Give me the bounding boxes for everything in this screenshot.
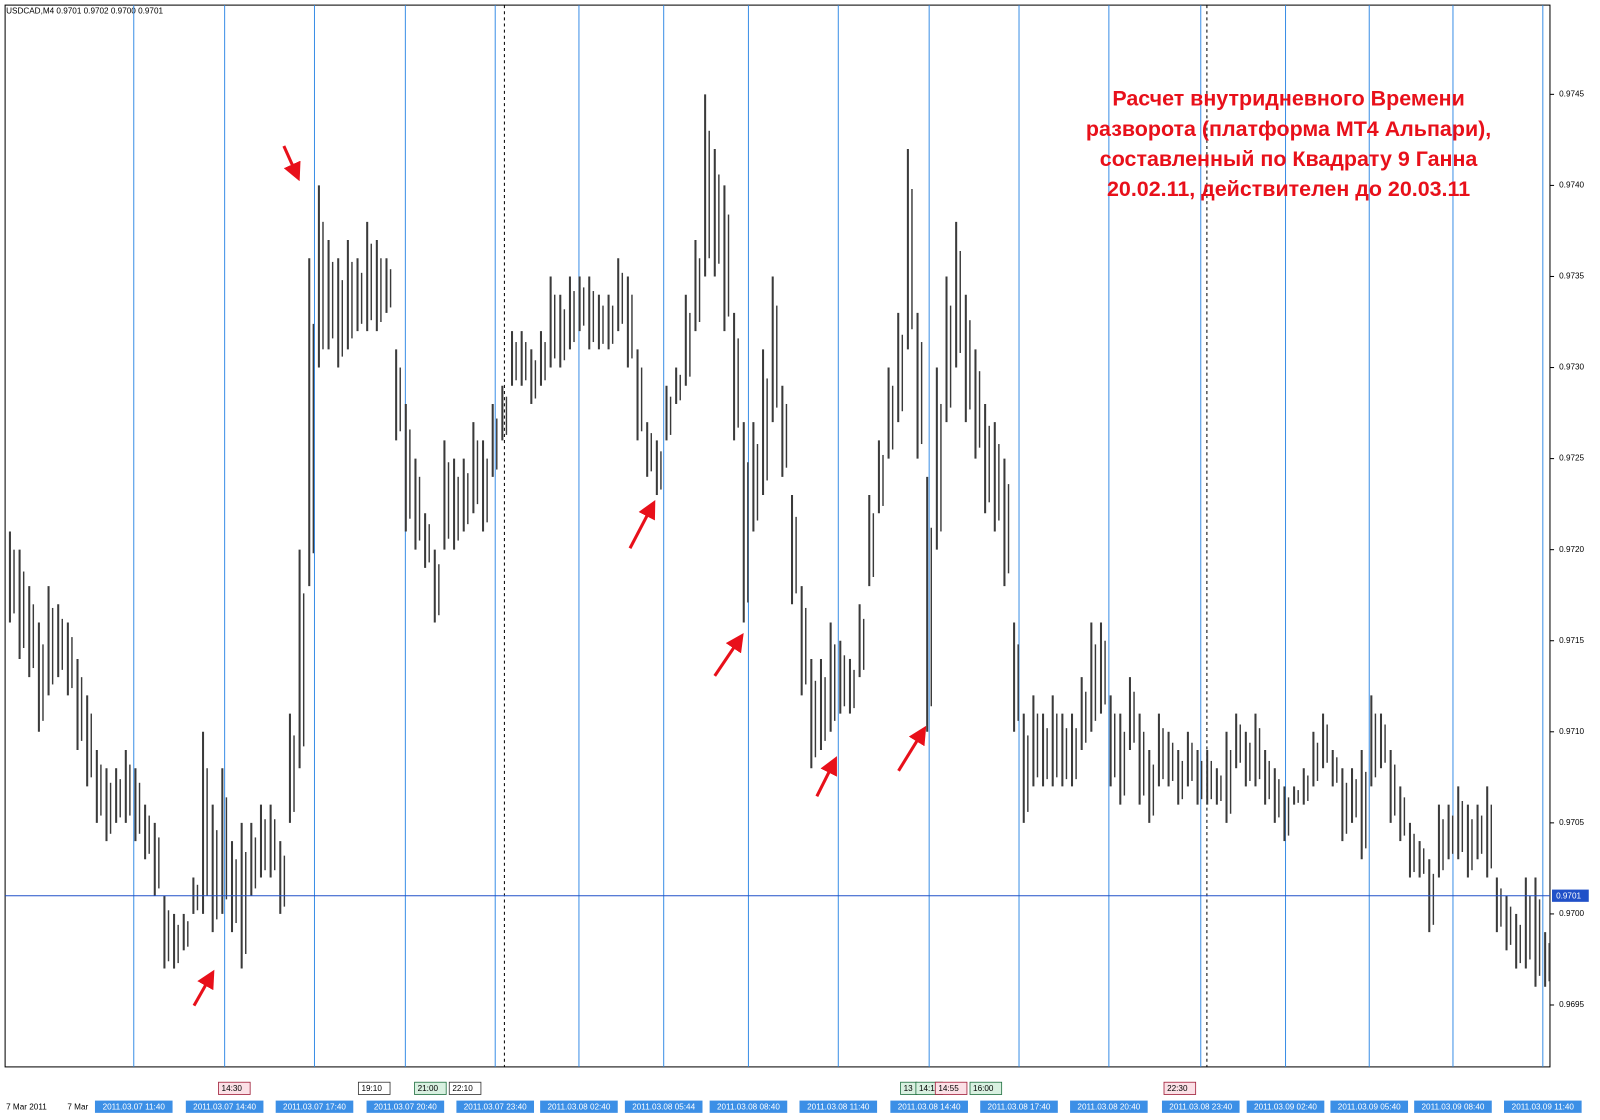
time-label-box bbox=[1161, 1100, 1240, 1113]
time-tag-box bbox=[218, 1081, 251, 1095]
time-label: 2011.03.07 11:40 bbox=[103, 1102, 166, 1111]
chart-title: USDCAD,M4 0.9701 0.9702 0.9700 0.9701 bbox=[6, 6, 163, 15]
time-tag: 22:10 bbox=[452, 1084, 473, 1093]
time-label-box bbox=[799, 1100, 878, 1113]
time-label: 2011.03.08 23:40 bbox=[1169, 1102, 1232, 1111]
time-label-box bbox=[624, 1100, 703, 1113]
arrow bbox=[815, 756, 837, 798]
y-tick-label: 0.9740 bbox=[1559, 181, 1584, 190]
time-label: 2011.03.08 08:40 bbox=[717, 1102, 780, 1111]
arrow bbox=[628, 499, 656, 549]
time-tag: 14:1 bbox=[919, 1084, 935, 1093]
time-label-box bbox=[1246, 1100, 1325, 1113]
time-label: 2011.03.08 02:40 bbox=[547, 1102, 610, 1111]
time-tag: 21:00 bbox=[418, 1084, 439, 1093]
current-price-label: 0.9701 bbox=[1556, 891, 1581, 900]
time-tag-box bbox=[414, 1081, 447, 1095]
y-tick-label: 0.9700 bbox=[1559, 909, 1584, 918]
arrow bbox=[192, 969, 215, 1007]
time-label: 2011.03.09 08:40 bbox=[1422, 1102, 1485, 1111]
time-label-box bbox=[185, 1100, 264, 1113]
time-label: 2011.03.08 05:44 bbox=[632, 1102, 695, 1111]
x-tick-label: 7 Mar 2011 bbox=[6, 1102, 47, 1111]
time-tag: 14:55 bbox=[938, 1084, 959, 1093]
time-label: 2011.03.09 05:40 bbox=[1338, 1102, 1401, 1111]
x-tick-label: 7 Mar bbox=[67, 1102, 88, 1111]
time-tag: 13 bbox=[904, 1084, 914, 1093]
time-label: 2011.03.07 17:40 bbox=[283, 1102, 346, 1111]
y-tick-label: 0.9715 bbox=[1559, 636, 1584, 645]
time-tag-box bbox=[448, 1081, 482, 1095]
plot-frame bbox=[4, 4, 1551, 1068]
time-label-box bbox=[890, 1100, 968, 1113]
time-label-box bbox=[1330, 1100, 1409, 1113]
annotation: Расчет внутридневного Времени bbox=[1112, 87, 1464, 111]
time-label: 2011.03.08 20:40 bbox=[1077, 1102, 1140, 1111]
time-label-box bbox=[94, 1100, 173, 1113]
y-tick-label: 0.9720 bbox=[1559, 545, 1584, 554]
time-label: 2011.03.09 02:40 bbox=[1254, 1102, 1317, 1111]
arrows bbox=[192, 145, 927, 1007]
y-tick-label: 0.9710 bbox=[1559, 727, 1584, 736]
time-label-box bbox=[1414, 1100, 1492, 1113]
time-tag-box bbox=[1163, 1081, 1197, 1095]
time-label-box bbox=[540, 1100, 618, 1113]
time-label: 2011.03.08 14:40 bbox=[898, 1102, 961, 1111]
time-label-box bbox=[1504, 1100, 1582, 1113]
arrow bbox=[713, 633, 744, 677]
annotation: разворота (платформа МТ4 Альпари), bbox=[1086, 117, 1491, 141]
time-tag: 22:30 bbox=[1167, 1084, 1188, 1093]
time-label-box bbox=[275, 1100, 354, 1113]
time-tag-box bbox=[969, 1081, 1003, 1095]
time-label: 2011.03.09 11:40 bbox=[1512, 1102, 1575, 1111]
time-label-box bbox=[1070, 1100, 1148, 1113]
time-label: 2011.03.07 14:40 bbox=[193, 1102, 256, 1111]
time-label: 2011.03.07 23:40 bbox=[464, 1102, 527, 1111]
time-label: 2011.03.08 17:40 bbox=[988, 1102, 1051, 1111]
arrow bbox=[897, 725, 927, 772]
y-tick-label: 0.9725 bbox=[1559, 454, 1584, 463]
annotation: составленный по Квадрату 9 Ганна bbox=[1100, 147, 1479, 171]
y-tick-label: 0.9730 bbox=[1559, 363, 1584, 372]
current-price-box bbox=[1552, 889, 1589, 902]
time-tag: 19:10 bbox=[361, 1084, 382, 1093]
time-tag: 14:30 bbox=[222, 1084, 243, 1093]
y-tick-label: 0.9695 bbox=[1559, 1000, 1584, 1009]
annotation: 20.02.11, действителен до 20.03.11 bbox=[1107, 177, 1470, 201]
time-tag-box bbox=[934, 1081, 968, 1095]
arrow bbox=[282, 145, 301, 182]
time-label-box bbox=[456, 1100, 535, 1113]
y-tick-label: 0.9745 bbox=[1559, 90, 1584, 99]
time-label-box bbox=[709, 1100, 788, 1113]
y-tick-label: 0.9735 bbox=[1559, 272, 1584, 281]
time-label: 2011.03.07 20:40 bbox=[374, 1102, 437, 1111]
y-tick-label: 0.9705 bbox=[1559, 818, 1584, 827]
time-tag-box bbox=[357, 1081, 391, 1095]
time-label-box bbox=[980, 1100, 1058, 1113]
time-label-box bbox=[366, 1100, 445, 1113]
time-label: 2011.03.08 11:40 bbox=[807, 1102, 870, 1111]
time-tag: 16:00 bbox=[973, 1084, 994, 1093]
